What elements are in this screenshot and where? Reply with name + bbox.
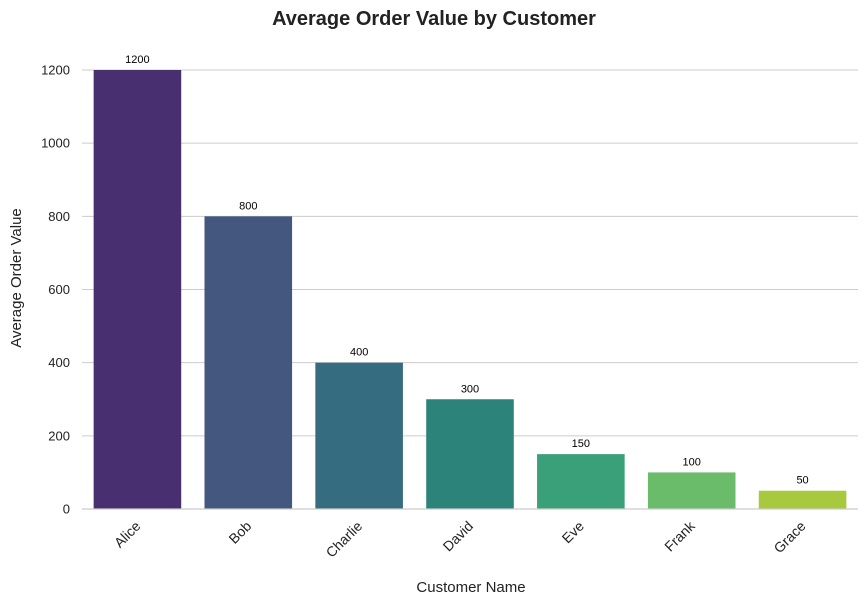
y-tick-labels: 0 200 400 600 800 1000 1200 [41,63,70,517]
y-tick-label: 200 [48,428,70,443]
x-tick-label: Alice [111,518,144,551]
x-tick-label: Frank [661,517,698,554]
bar-bob [204,216,293,510]
x-tick-label: Eve [559,518,588,547]
data-label: 400 [350,347,368,359]
bar-charlie [315,362,403,509]
y-tick-label: 800 [48,209,70,224]
x-tick-labels: Alice Bob Charlie David Eve Frank Grace [111,517,809,560]
data-label: 1200 [125,54,149,66]
data-label: 800 [239,200,257,212]
x-tick-label: Bob [225,518,254,547]
bar-alice [93,70,182,509]
bar-grace [758,490,847,509]
gridlines [82,69,858,437]
data-label: 100 [683,456,701,468]
x-axis-label: Customer Name [416,579,525,596]
data-labels: 1200 800 400 300 150 100 50 [125,54,809,487]
x-tick-label: Grace [770,518,808,556]
x-tick-label: David [439,518,476,555]
y-tick-label: 1000 [41,136,70,151]
y-axis-label: Average Order Value [8,208,25,348]
bar-frank [647,472,736,509]
bar-david [426,399,514,509]
y-tick-label: 600 [48,282,70,297]
chart-title: Average Order Value by Customer [272,8,596,30]
y-tick-label: 400 [48,355,70,370]
y-tick-label: 1200 [41,63,70,78]
x-tick-label: Charlie [323,518,366,561]
data-label: 50 [796,475,808,487]
y-tick-label: 0 [63,502,70,517]
data-label: 150 [572,438,590,450]
bars [93,70,847,510]
data-label: 300 [461,383,479,395]
bar-eve [537,454,625,509]
